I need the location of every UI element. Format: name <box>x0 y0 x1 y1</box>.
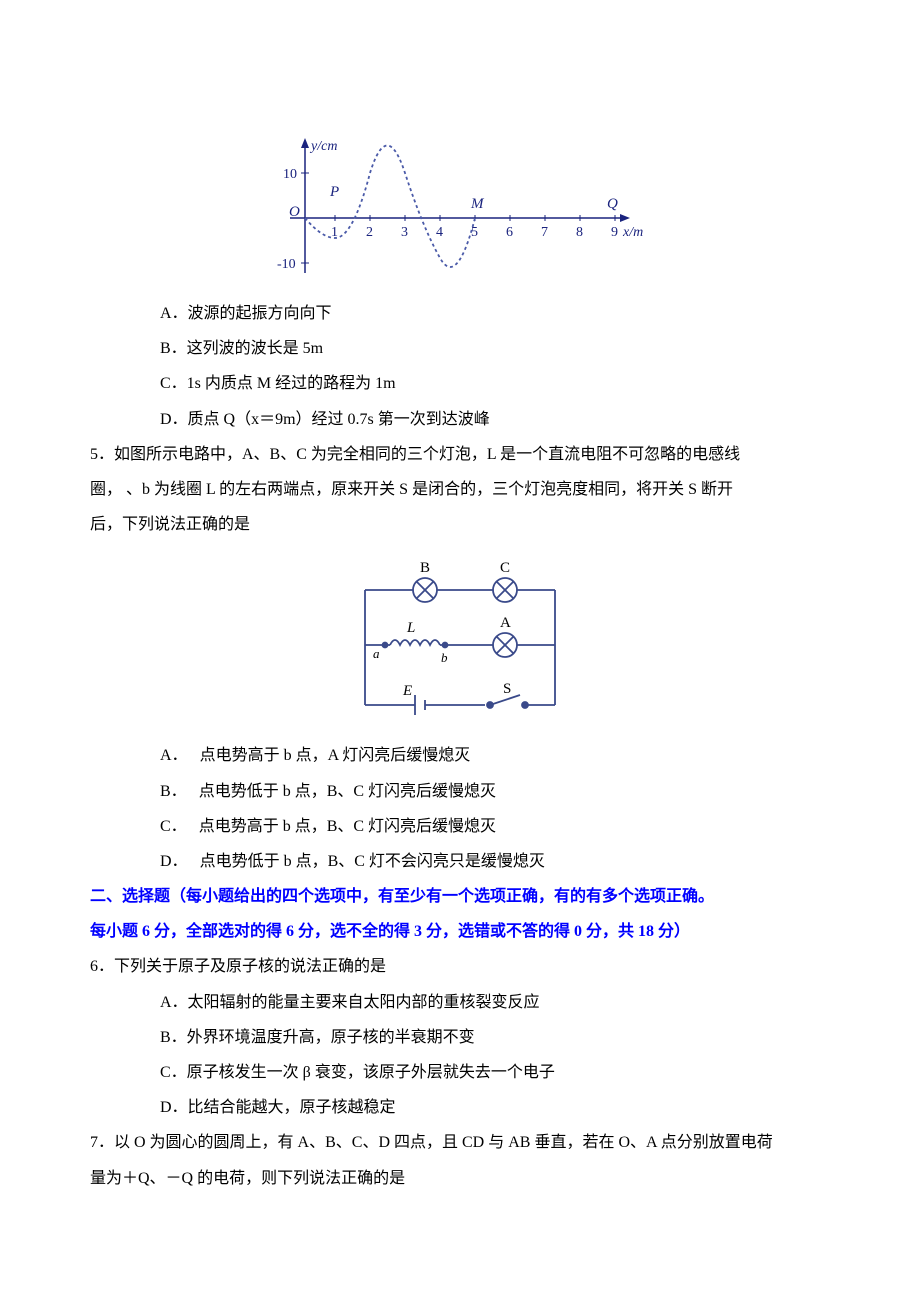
q5-option-c: C．点电势高于 b 点，B、C 灯闪亮后缓慢熄灭 <box>160 809 830 844</box>
point-p: P <box>329 184 339 200</box>
q5-stem-line1: 5．如图所示电路中，A、B、C 为完全相同的三个灯泡，L 是一个直流电阻不可忽略… <box>90 446 740 463</box>
circuit-label-e: E <box>402 683 412 699</box>
ytick-10: 10 <box>283 167 297 182</box>
y-axis-label: y/cm <box>309 139 337 154</box>
q6-options: A．太阳辐射的能量主要来自太阳内部的重核裂变反应 B．外界环境温度升高，原子核的… <box>90 985 830 1126</box>
wave-chart-svg: 10 -10 O y/cm 1 2 3 4 5 6 7 8 9 <box>275 128 645 288</box>
svg-text:6: 6 <box>506 225 513 240</box>
svg-text:5: 5 <box>471 225 478 240</box>
svg-text:8: 8 <box>576 225 583 240</box>
svg-text:3: 3 <box>401 225 408 240</box>
q4-options: A．波源的起振方向向下 B．这列波的波长是 5m C．1s 内质点 M 经过的路… <box>90 296 830 437</box>
q4-option-c: C．1s 内质点 M 经过的路程为 1m <box>160 366 830 401</box>
q7-stem: 7．以 O 为圆心的圆周上，有 A、B、C、D 四点，且 CD 与 AB 垂直，… <box>90 1125 830 1195</box>
q6-option-d: D．比结合能越大，原子核越稳定 <box>160 1090 830 1125</box>
section-2-line1: 二、选择题（每小题给出的四个选项中，有至少有一个选项正确，有的有多个选项正确。 <box>90 888 714 905</box>
svg-text:4: 4 <box>436 225 443 240</box>
circuit-figure: B C L A a b E S <box>90 550 830 730</box>
x-axis-label: x/m <box>622 225 643 240</box>
point-q: Q <box>607 196 618 212</box>
section-2-line2: 每小题 6 分，全部选对的得 6 分，选不全的得 3 分，选错或不答的得 0 分… <box>90 923 690 940</box>
q5-option-b: B．点电势低于 b 点，B、C 灯闪亮后缓慢熄灭 <box>160 774 830 809</box>
svg-text:2: 2 <box>366 225 373 240</box>
origin-label: O <box>289 204 300 220</box>
q6-option-a: A．太阳辐射的能量主要来自太阳内部的重核裂变反应 <box>160 985 830 1020</box>
q5-options: A．点电势高于 b 点，A 灯闪亮后缓慢熄灭 B．点电势低于 b 点，B、C 灯… <box>90 738 830 879</box>
circuit-label-b: B <box>420 560 430 576</box>
q5-stem-line3: 后，下列说法正确的是 <box>90 516 250 533</box>
circuit-svg: B C L A a b E S <box>345 550 575 730</box>
circuit-label-s: S <box>503 681 511 697</box>
q7-line1: 7．以 O 为圆心的圆周上，有 A、B、C、D 四点，且 CD 与 AB 垂直，… <box>90 1134 773 1151</box>
q4-option-b: B．这列波的波长是 5m <box>160 331 830 366</box>
circuit-label-a: A <box>500 615 511 631</box>
svg-text:7: 7 <box>541 225 548 240</box>
q7-line2: 量为＋Q、－Q 的电荷，则下列说法正确的是 <box>90 1170 405 1187</box>
circuit-label-l: L <box>406 620 415 636</box>
svg-text:9: 9 <box>611 225 618 240</box>
q5-option-d: D．点电势低于 b 点，B、C 灯不会闪亮只是缓慢熄灭 <box>160 844 830 879</box>
q5-option-a: A．点电势高于 b 点，A 灯闪亮后缓慢熄灭 <box>160 738 830 773</box>
q4-option-a: A．波源的起振方向向下 <box>160 296 830 331</box>
section-2-header: 二、选择题（每小题给出的四个选项中，有至少有一个选项正确，有的有多个选项正确。 … <box>90 879 830 949</box>
wave-path <box>305 146 475 268</box>
q6-option-c: C．原子核发生一次 β 衰变，该原子外层就失去一个电子 <box>160 1055 830 1090</box>
q6-option-b: B．外界环境温度升高，原子核的半衰期不变 <box>160 1020 830 1055</box>
q5-stem: 5．如图所示电路中，A、B、C 为完全相同的三个灯泡，L 是一个直流电阻不可忽略… <box>90 437 830 543</box>
q5-stem-line2: 圈， 、b 为线圈 L 的左右两端点，原来开关 S 是闭合的，三个灯泡亮度相同，… <box>90 481 733 498</box>
wave-figure: 10 -10 O y/cm 1 2 3 4 5 6 7 8 9 <box>90 128 830 288</box>
circuit-label-c: C <box>500 560 510 576</box>
circuit-label-a-node: a <box>373 646 380 661</box>
ytick-neg10: -10 <box>277 257 296 272</box>
q6-stem: 6．下列关于原子及原子核的说法正确的是 <box>90 949 830 984</box>
q4-option-d: D．质点 Q（x＝9m）经过 0.7s 第一次到达波峰 <box>160 402 830 437</box>
circuit-label-b-node: b <box>441 650 448 665</box>
point-m: M <box>470 196 485 212</box>
